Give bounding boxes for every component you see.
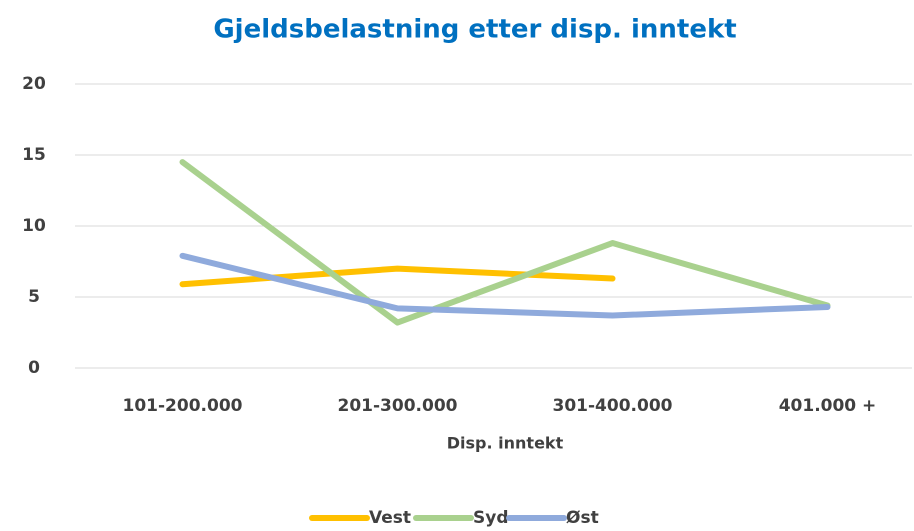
x-tick-label: 201-300.000: [338, 396, 458, 416]
legend-label: Vest: [369, 508, 411, 528]
line: [179, 265, 616, 288]
line: [179, 252, 831, 319]
y-tick-label: 5: [28, 287, 40, 307]
chart-title: Gjeldsbelastning etter disp. inntekt: [213, 15, 736, 45]
y-tick-label: 0: [28, 358, 40, 378]
x-tick-label: 101-200.000: [123, 396, 243, 416]
legend-label: Syd: [473, 508, 509, 528]
y-tick-label: 15: [22, 145, 46, 165]
y-tick-label: 10: [22, 216, 46, 236]
y-tick-label: 20: [22, 74, 46, 94]
legend-label: Øst: [566, 508, 599, 528]
line: [179, 159, 831, 326]
x-axis-label: Disp. inntekt: [447, 434, 564, 453]
x-tick-label: 301-400.000: [553, 396, 673, 416]
x-tick-label: 401.000 +: [779, 396, 877, 416]
